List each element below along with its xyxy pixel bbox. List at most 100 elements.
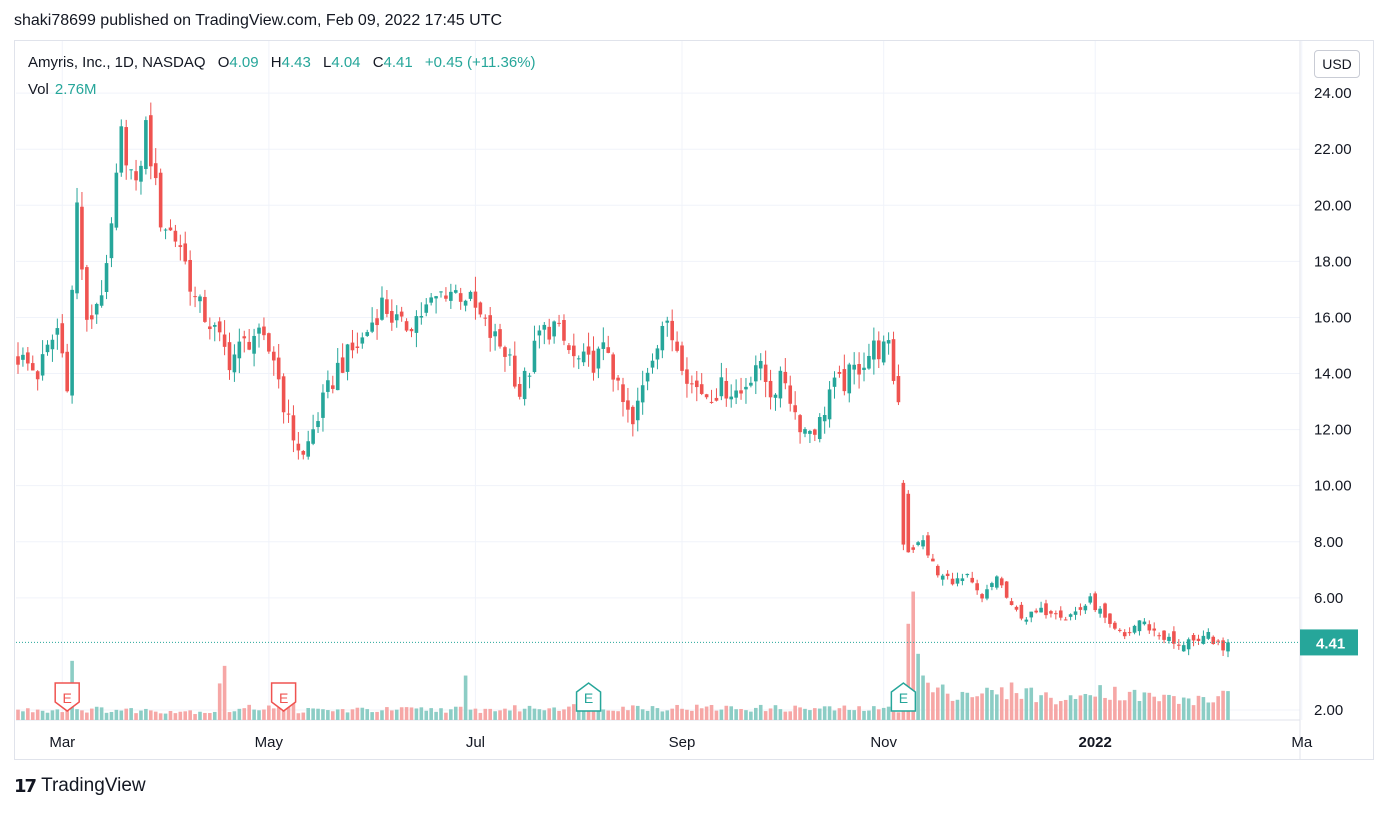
volume-bar [527, 705, 532, 720]
volume-bar [542, 710, 547, 720]
volume-bar [1226, 691, 1230, 720]
candle-body [355, 346, 360, 349]
volume-bar [124, 708, 129, 720]
volume-bar [581, 710, 586, 720]
candle-body [109, 223, 114, 259]
volume-bar [960, 691, 965, 720]
brand-footer[interactable]: 17 TradingView [14, 775, 146, 797]
volume-bar [808, 710, 812, 720]
candle-body [178, 245, 183, 247]
y-tick-label: 12.00 [1314, 422, 1352, 439]
candle-body [1113, 622, 1117, 629]
candle-body [1132, 625, 1137, 633]
candle-body [394, 314, 399, 321]
candle-body [635, 400, 640, 421]
volume-bar [817, 708, 822, 720]
volume-bar [198, 711, 202, 720]
candle-body [414, 316, 419, 333]
candle-body [680, 345, 684, 371]
volume-bar [734, 709, 738, 720]
volume-bar [793, 705, 797, 720]
volume-bar [434, 711, 438, 720]
candle-body [665, 320, 670, 323]
candle-body [768, 380, 773, 398]
x-tick-label: Nov [870, 734, 897, 751]
candle-body [758, 360, 763, 369]
volume-bar [601, 709, 606, 720]
volume-bar [758, 704, 763, 720]
volume-bar [857, 706, 861, 720]
y-tick-label: 10.00 [1314, 478, 1352, 495]
candle-body [483, 317, 488, 319]
candle-body [1206, 631, 1211, 639]
volume-bar [990, 689, 994, 720]
x-tick-label: Ma [1291, 734, 1312, 751]
candle-body [1147, 624, 1152, 631]
volume-bar [813, 708, 817, 720]
volume-bar [985, 687, 989, 720]
candle-body [478, 302, 483, 315]
candle-body [1088, 596, 1093, 603]
volume-label: Vol [28, 81, 49, 98]
candle-body [119, 126, 124, 173]
volume-bar [453, 706, 458, 720]
candle-body [311, 429, 315, 444]
currency-button[interactable]: USD [1314, 50, 1360, 78]
candle-body [449, 291, 453, 301]
volume-bar [370, 712, 374, 720]
volume-bar [232, 711, 237, 720]
volume-bar [572, 704, 576, 720]
volume-bar [139, 710, 143, 720]
candle-body [778, 370, 783, 399]
volume-bar [493, 711, 497, 720]
volume-bar [478, 712, 483, 720]
candle-body [40, 354, 45, 376]
volume-bar [1098, 685, 1102, 720]
candle-body [134, 171, 138, 181]
candle-body [813, 429, 817, 435]
volume-bar [749, 711, 753, 720]
candle-body [16, 356, 20, 365]
candle-body [960, 578, 965, 581]
x-tick-label: Jul [466, 734, 485, 751]
candle-body [306, 441, 311, 457]
volume-bar [1019, 698, 1024, 720]
candle-body [404, 321, 409, 331]
candle-body [1108, 613, 1112, 624]
volume-bar [739, 708, 743, 720]
candle-body [739, 390, 743, 394]
candle-body [463, 300, 468, 306]
candle-body [1068, 614, 1073, 617]
candle-body [965, 573, 970, 576]
volume-bar [626, 710, 630, 720]
volume-bar [837, 708, 842, 720]
volume-bar [1221, 690, 1225, 720]
volume-bar [1073, 698, 1078, 720]
candle-body [783, 371, 788, 384]
candle-body [675, 341, 679, 351]
volume-bar [1127, 691, 1132, 720]
volume-bar [596, 707, 601, 720]
candle-body [217, 321, 222, 333]
volume-bar [1152, 696, 1157, 720]
volume-bar [862, 710, 866, 720]
volume-bar [252, 709, 256, 720]
volume-bar [1216, 696, 1220, 720]
y-tick-label: 16.00 [1314, 309, 1352, 326]
volume-bar [503, 708, 507, 720]
volume-bar [498, 710, 502, 720]
volume-bar [1211, 702, 1216, 720]
volume-bar [640, 709, 645, 720]
candle-body [999, 578, 1004, 586]
candle-body [950, 578, 955, 585]
volume-bar [950, 700, 955, 720]
candle-body [1122, 632, 1127, 637]
candle-body [616, 377, 620, 381]
volume-bar [267, 705, 271, 720]
volume-bar [385, 707, 389, 720]
volume-bar [980, 693, 984, 720]
candle-body [291, 415, 296, 441]
volume-bar [1024, 688, 1029, 720]
volume-bar [1108, 699, 1112, 720]
